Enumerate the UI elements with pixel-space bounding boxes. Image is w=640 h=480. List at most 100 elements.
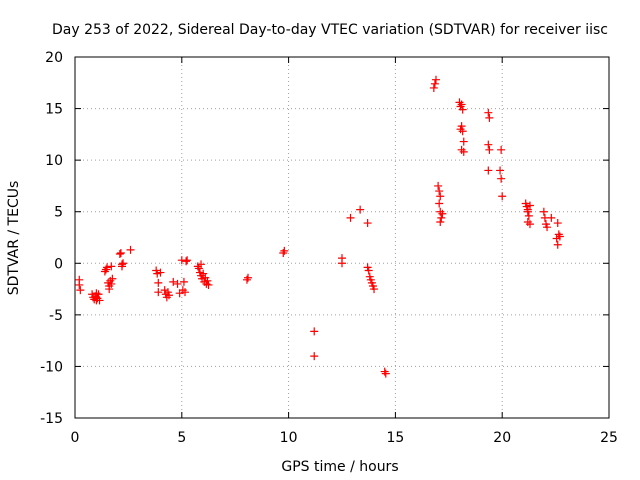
data-point xyxy=(436,207,445,216)
axis-ticks: 0 5 10 15 20 25 -15 -10 -5 0 5 10 15 20 xyxy=(40,50,618,446)
data-point xyxy=(197,260,206,269)
data-point xyxy=(435,187,444,196)
data-point xyxy=(101,265,110,274)
chart-title: Day 253 of 2022, Sidereal Day-to-day VTE… xyxy=(52,22,608,38)
data-point xyxy=(484,166,493,175)
data-point xyxy=(164,291,173,300)
data-point xyxy=(310,327,319,336)
data-point xyxy=(429,83,438,92)
data-point xyxy=(181,288,190,297)
data-point xyxy=(457,100,466,109)
data-point xyxy=(100,267,109,276)
data-point xyxy=(547,213,556,222)
data-point xyxy=(194,264,203,273)
data-point xyxy=(539,207,548,216)
data-point xyxy=(434,181,443,190)
data-point xyxy=(182,257,191,266)
y-tick-label: 15 xyxy=(45,102,63,118)
data-point xyxy=(199,269,208,278)
y-axis-label: SDTVAR / TECUs xyxy=(6,181,22,296)
data-point xyxy=(525,220,534,229)
data-point xyxy=(126,245,135,254)
data-point xyxy=(346,213,355,222)
data-point xyxy=(523,205,532,214)
data-point xyxy=(381,369,390,378)
data-point xyxy=(436,218,445,227)
data-point xyxy=(459,147,468,156)
data-point xyxy=(485,145,494,154)
data-point xyxy=(115,250,124,259)
data-point xyxy=(370,285,379,294)
data-point xyxy=(459,137,468,146)
data-point xyxy=(156,268,165,277)
x-tick-label: 0 xyxy=(71,430,80,446)
data-point xyxy=(116,248,125,257)
data-point xyxy=(76,286,85,295)
data-point xyxy=(108,274,117,283)
data-point xyxy=(496,166,505,175)
y-tick-label: 5 xyxy=(54,205,63,221)
x-tick-label: 20 xyxy=(493,430,511,446)
data-point xyxy=(310,352,319,361)
data-point xyxy=(169,277,178,286)
data-point xyxy=(364,266,373,275)
data-point xyxy=(438,209,447,218)
data-point xyxy=(525,201,534,210)
y-tick-label: -5 xyxy=(49,308,63,324)
data-point xyxy=(107,262,116,271)
data-point xyxy=(154,278,163,287)
data-point xyxy=(105,285,114,294)
data-point xyxy=(380,367,389,376)
data-point xyxy=(458,105,467,114)
plot-frame xyxy=(74,56,610,419)
data-point xyxy=(485,113,494,122)
x-tick-label: 25 xyxy=(600,430,618,446)
data-point xyxy=(524,211,533,220)
y-tick-label: -10 xyxy=(40,359,63,375)
data-point xyxy=(498,192,507,201)
data-point xyxy=(554,230,563,239)
data-point xyxy=(244,273,253,282)
data-point xyxy=(363,219,372,228)
data-point xyxy=(555,232,564,241)
data-point xyxy=(95,296,104,305)
x-tick-label: 10 xyxy=(280,430,298,446)
data-point xyxy=(430,79,439,88)
data-point xyxy=(553,219,562,228)
data-point xyxy=(179,277,188,286)
y-tick-label: 10 xyxy=(45,153,63,169)
data-point xyxy=(338,259,346,268)
data-point xyxy=(484,108,493,117)
data-point xyxy=(107,279,116,288)
x-tick-label: 5 xyxy=(177,430,186,446)
data-point xyxy=(457,145,466,154)
data-point xyxy=(279,248,288,257)
data-point xyxy=(242,275,251,284)
data-point xyxy=(455,98,464,107)
data-point xyxy=(204,280,213,289)
data-point xyxy=(435,199,444,208)
data-point xyxy=(497,174,506,183)
data-point xyxy=(553,240,562,249)
data-point xyxy=(280,246,289,255)
data-point xyxy=(497,145,506,154)
data-point xyxy=(203,276,212,285)
data-point xyxy=(523,218,532,227)
y-tick-label: 0 xyxy=(54,256,63,272)
data-point xyxy=(75,280,84,289)
data-point xyxy=(356,205,365,214)
data-point xyxy=(437,213,446,222)
data-point xyxy=(154,288,163,297)
data-point xyxy=(458,127,467,136)
data-point xyxy=(183,256,192,265)
data-point xyxy=(117,262,126,271)
y-tick-label: 20 xyxy=(45,50,63,66)
data-point xyxy=(431,75,440,84)
data-point xyxy=(543,223,552,232)
x-axis-label: GPS time / hours xyxy=(281,459,398,475)
data-points xyxy=(75,75,564,378)
data-point xyxy=(436,192,445,201)
data-point xyxy=(173,279,182,288)
y-tick-label: -15 xyxy=(40,411,63,427)
